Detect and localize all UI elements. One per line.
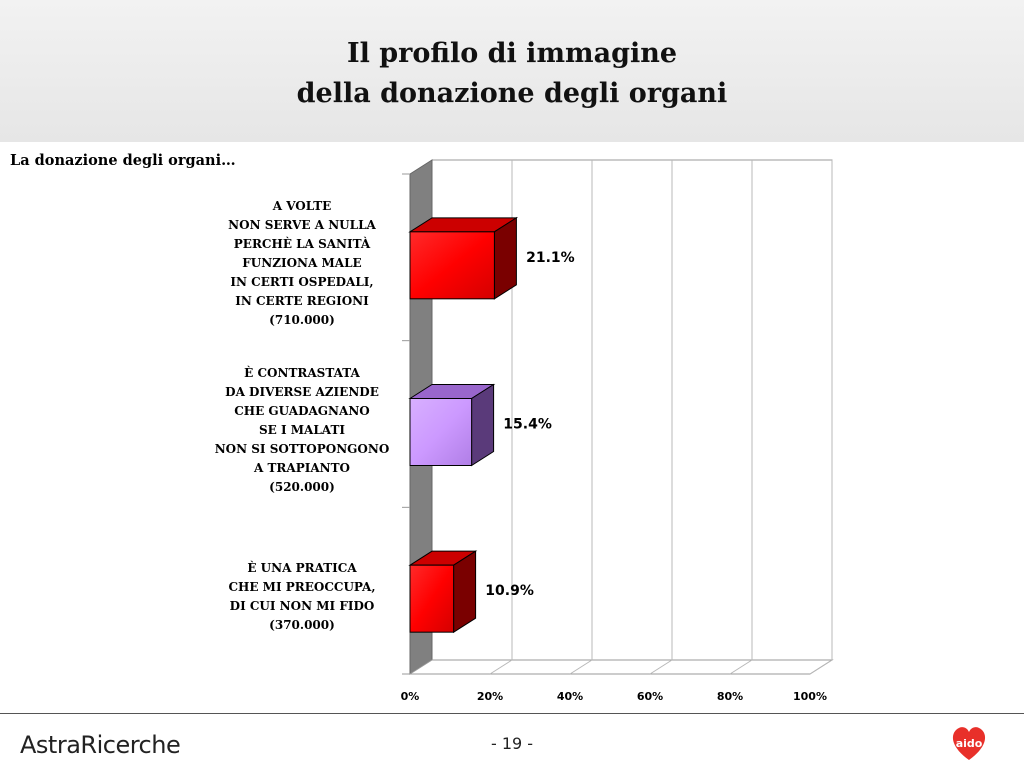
floor-gridline (729, 659, 753, 675)
title-line-2: della donazione degli organi (296, 78, 728, 109)
chart-floor (408, 659, 834, 675)
bar-front-face (409, 564, 455, 633)
bar-2 (408, 383, 496, 467)
chart-subtitle: La donazione degli organi… (10, 152, 236, 169)
floor-gridline (649, 659, 673, 675)
slide-title: Il profilo di immagine della donazione d… (0, 34, 1024, 114)
x-tick-label: 40% (557, 690, 583, 703)
category-label: È CONTRASTATA DA DIVERSE AZIENDE CHE GUA… (214, 365, 390, 494)
x-tick-label: 60% (637, 690, 663, 703)
bar-front-face (409, 231, 495, 300)
footer: AstraRicerche - 19 - aido (0, 713, 1024, 769)
bar-side-face (471, 383, 495, 467)
value-label: 10.9% (485, 583, 534, 599)
value-label: 21.1% (526, 250, 575, 266)
brand-logo: AstraRicerche (20, 731, 181, 759)
bar-front-face (409, 398, 473, 466)
bar-3 (408, 550, 478, 634)
page-number: - 19 - (490, 734, 534, 753)
x-tick-label: 80% (717, 690, 743, 703)
category-label: A VOLTE NON SERVE A NULLA PERCHÈ LA SANI… (228, 198, 376, 327)
title-line-1: Il profilo di immagine (346, 38, 678, 69)
floor-gridline (569, 659, 593, 675)
aido-logo: aido (952, 727, 986, 760)
bar-chart: 0% 20% 40% 60% 80% 100% 21.1% 15.4% 10.9% (401, 159, 834, 703)
x-tick-label: 0% (401, 690, 420, 703)
svg-text:aido: aido (956, 737, 983, 750)
bar-side-face (453, 550, 477, 634)
x-tick-label: 20% (477, 690, 503, 703)
bar-1 (408, 216, 519, 300)
category-label: È UNA PRATICA CHE MI PREOCCUPA, DI CUI N… (228, 560, 376, 632)
floor-gridline (489, 659, 513, 675)
header-band (0, 0, 1024, 142)
value-label: 15.4% (503, 417, 552, 433)
bar-side-face (493, 216, 517, 300)
x-tick-label: 100% (793, 690, 827, 703)
floor-gridline (809, 659, 833, 675)
